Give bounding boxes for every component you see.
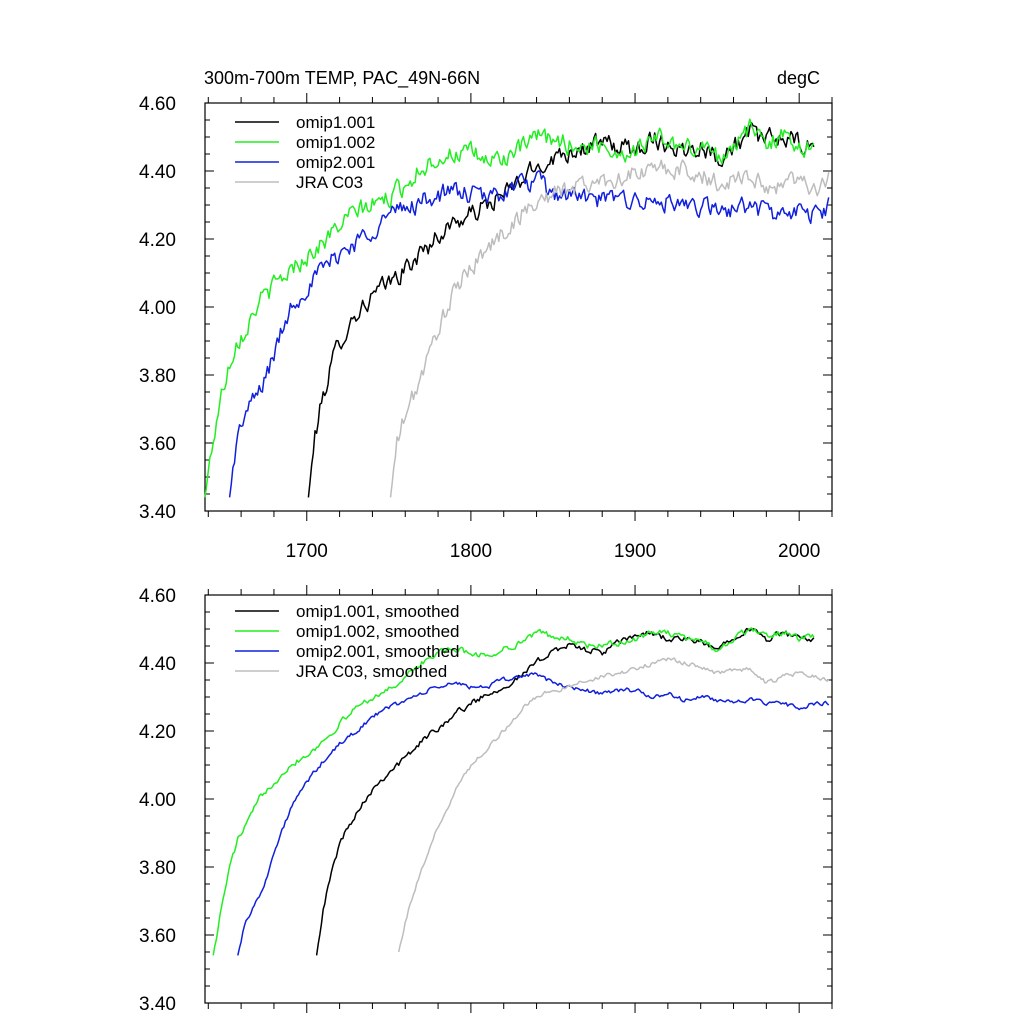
x-tick-label: 1900 bbox=[614, 541, 656, 562]
y-tick-label: 4.20 bbox=[139, 722, 176, 743]
y-tick-label: 4.60 bbox=[139, 586, 176, 607]
x-tick-label: 1700 bbox=[286, 541, 328, 562]
y-tick-label: 4.40 bbox=[139, 162, 176, 183]
legend-label-omip2-001: omip2.001 bbox=[296, 153, 375, 172]
series-line-jra-c03 bbox=[397, 657, 830, 953]
series-line-omip1-002 bbox=[204, 118, 815, 498]
legend-label-omip2-001: omip2.001, smoothed bbox=[296, 642, 460, 661]
legend-label-jra-c03: JRA C03, smoothed bbox=[296, 662, 447, 681]
bottom-panel: 3.40 3.60 3.80 4.00 4.20 4.40 4.60 omip1.001, s… bbox=[139, 585, 833, 1015]
legend-label-omip1-002: omip1.002, smoothed bbox=[296, 622, 460, 641]
x-tick-label: 1800 bbox=[450, 541, 492, 562]
chart-title: 300m-700m TEMP, PAC_49N-66N bbox=[204, 68, 480, 89]
y-tick-label: 3.80 bbox=[139, 366, 176, 387]
y-tick-label: 3.60 bbox=[139, 926, 176, 947]
units-label: degC bbox=[777, 68, 820, 88]
legend-label-omip1-002: omip1.002 bbox=[296, 133, 375, 152]
legend-label-jra-c03: JRA C03 bbox=[296, 173, 363, 192]
legend-label-omip1-001: omip1.001, smoothed bbox=[296, 602, 460, 621]
series-line-jra-c03 bbox=[389, 159, 830, 498]
y-tick-label: 3.40 bbox=[139, 994, 176, 1015]
series-line-omip1-001 bbox=[315, 627, 815, 956]
y-tick-label: 4.20 bbox=[139, 230, 176, 251]
y-tick-label: 4.60 bbox=[139, 94, 176, 115]
y-tick-label: 3.60 bbox=[139, 434, 176, 455]
y-tick-label: 4.00 bbox=[139, 298, 176, 319]
series-line-omip1-002 bbox=[212, 627, 815, 956]
series-line-omip1-001 bbox=[307, 122, 815, 498]
y-tick-label: 4.40 bbox=[139, 654, 176, 675]
legend-label-omip1-001: omip1.001 bbox=[296, 113, 375, 132]
top-panel: 3.40 3.60 3.80 4.00 4.20 4.40 4.60 1700 1800 1900… bbox=[139, 93, 833, 562]
series-line-omip2-001 bbox=[237, 672, 830, 956]
y-tick-label: 4.00 bbox=[139, 790, 176, 811]
series-line-omip2-001 bbox=[228, 170, 830, 498]
y-tick-label: 3.80 bbox=[139, 858, 176, 879]
x-tick-label: 2000 bbox=[778, 541, 820, 562]
y-tick-label: 3.40 bbox=[139, 502, 176, 523]
